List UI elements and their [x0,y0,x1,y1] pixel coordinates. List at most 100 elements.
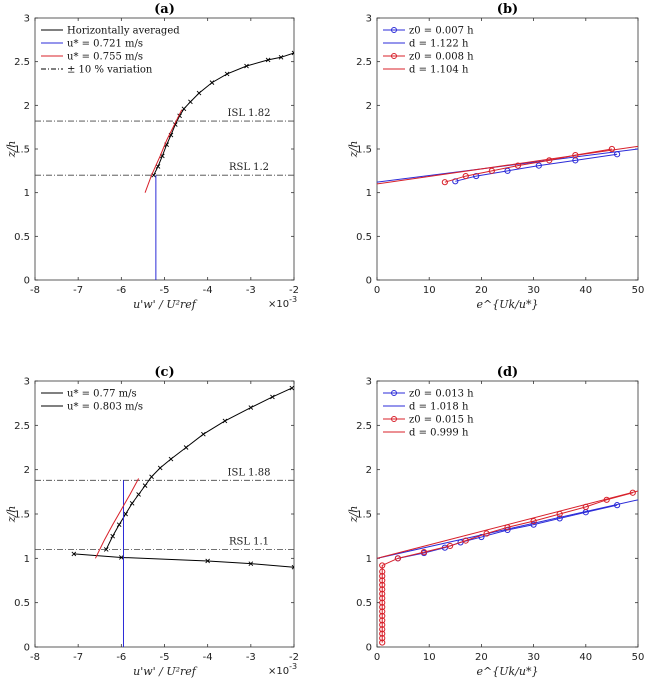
data-point [546,157,553,164]
x-scale-note: ×10-3 [268,662,297,677]
legend-label: z0 = 0.008 h [409,52,474,63]
series-line [153,52,294,176]
x-tick-label: 40 [579,652,592,663]
y-axis-label: z/h [347,506,360,524]
data-marker [291,564,294,570]
panel-1: (b) 0 10 20 30 40 50 0 0.5 1 1.5 2 2.5 3 e^{Uk/u*} z/h z… [347,2,644,311]
x-tick-label: 40 [579,285,592,296]
y-tick-label: 0 [366,643,372,654]
data-marker [136,492,141,497]
y-tick-label: 3 [24,377,30,388]
data-marker [142,483,148,488]
y-tick-label: 3 [366,377,372,388]
data-point [379,608,386,615]
x-tick-label: -7 [73,285,83,296]
x-tick-label: -7 [73,652,83,663]
data-point [379,612,386,620]
data-marker [205,558,210,564]
data-marker [244,63,249,69]
y-tick-label: 0.5 [14,232,30,243]
y-tick-label: 0.5 [356,232,372,243]
x-axis-label: u'w' / U²ref [133,298,198,311]
data-point [530,517,537,525]
x-tick-label: 10 [423,652,436,663]
y-tick-label: 0.5 [356,598,372,609]
x-tick-label: -5 [160,285,170,296]
plot-area [35,385,294,647]
legend-label: u* = 0.77 m/s [67,389,137,400]
data-point [530,521,537,528]
data-point [462,172,469,180]
legend-label: z0 = 0.013 h [409,389,474,400]
y-tick-label: 2.5 [356,421,372,432]
data-marker [222,418,228,424]
x-scale-exponent: -3 [289,662,297,671]
data-marker [224,71,230,77]
data-point [379,595,386,602]
data-marker [270,394,275,400]
x-tick-label: 10 [423,285,436,296]
data-point [379,599,386,606]
data-point [379,586,386,593]
y-tick-label: 2.5 [14,421,30,432]
data-marker [183,445,189,450]
legend-label: d = 1.104 h [409,65,469,76]
data-marker [278,54,284,60]
panel-0: (a)-8 -7 -6 -5 -4 -3 -200.511.522.53×10-3u'w' … [5,2,299,311]
plot-area [377,489,638,646]
data-point [488,167,495,174]
y-tick-label: 2 [366,465,372,476]
y-tick-label: 2.5 [14,57,30,68]
data-marker [196,90,202,96]
x-tick-label: -6 [116,652,126,663]
y-tick-label: 1.5 [356,145,372,156]
data-point [420,549,428,556]
y-tick-label: 1 [24,554,30,565]
data-marker [289,385,294,391]
data-point [379,626,386,633]
y-tick-label: 1 [366,188,372,199]
data-marker [188,99,193,105]
data-point [379,621,386,628]
legend-marker [391,53,397,59]
annotation: RSL 1.1 [229,536,269,547]
legend-marker [391,416,397,422]
x-tick-label: -4 [203,652,213,663]
data-point [514,162,522,169]
data-point [379,635,386,642]
legend-label: ± 10 % variation [67,65,153,76]
data-point [504,167,511,174]
plot-area [35,50,294,280]
x-tick-label: -4 [203,285,213,296]
annotation: RSL 1.2 [229,162,269,173]
series-line [381,492,633,643]
data-point [535,162,542,169]
data-point [379,577,386,584]
data-point [446,542,454,550]
legend-marker [391,27,397,33]
legend-label: d = 0.999 h [409,428,469,439]
y-axis-label: z/h [5,506,18,524]
data-marker [201,431,206,437]
x-tick-label: -8 [30,652,40,663]
y-tick-label: 1.5 [14,510,30,521]
legend-label: Horizontally averaged [67,26,180,37]
y-tick-label: 0 [24,643,30,654]
data-marker [291,50,294,56]
x-tick-label: -8 [30,285,40,296]
y-tick-label: 2 [24,101,30,112]
y-axis-label: z/h [347,141,360,159]
legend-label: d = 1.122 h [409,39,469,50]
y-tick-label: 1 [24,188,30,199]
series-line [377,499,638,559]
x-tick-label: 50 [632,285,645,296]
x-tick-label: 0 [374,652,380,663]
series-line [397,504,618,559]
series-line [455,153,618,182]
data-point [462,537,469,544]
panel-letter: (a) [154,2,175,17]
y-tick-label: 1.5 [356,510,372,521]
data-point [379,568,386,575]
data-marker [157,465,163,471]
